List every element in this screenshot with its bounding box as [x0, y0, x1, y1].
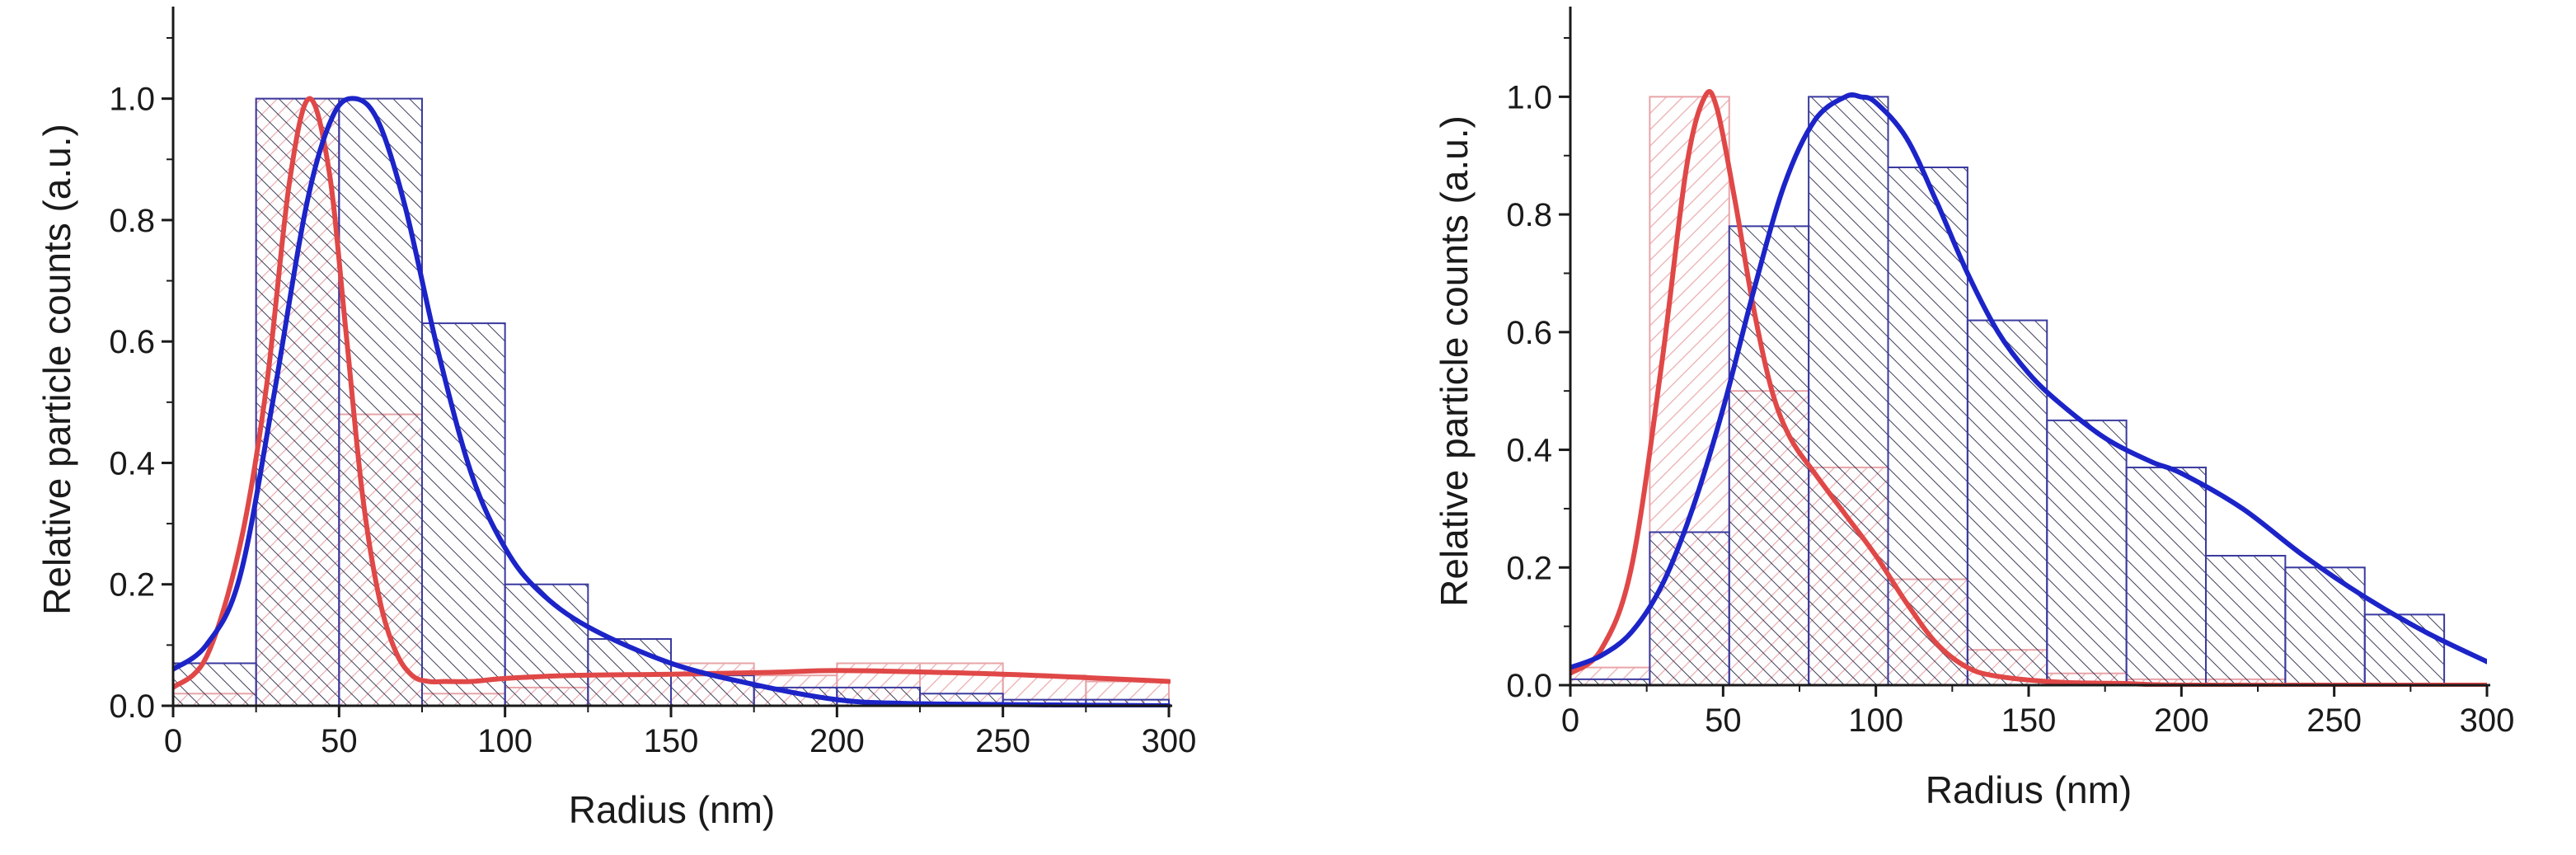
x-tick-label: 0 [164, 723, 182, 759]
x-tick-label: 200 [809, 723, 865, 759]
x-tick-label: 200 [2154, 702, 2209, 739]
x-tick-label: 150 [644, 723, 699, 759]
left-fit-curves [173, 96, 1171, 707]
x-tick-label: 0 [1561, 702, 1579, 739]
red-fit-curve [1570, 89, 2487, 687]
blue-histogram-bar [504, 583, 589, 707]
red-fit-curve [173, 96, 1171, 690]
blue-histogram-bar [173, 662, 257, 707]
blue-histogram-bar [255, 97, 340, 707]
right-histogram-bars [1570, 96, 2446, 687]
y-tick-label: 0.4 [1506, 433, 1552, 469]
y-tick-label: 0.8 [1506, 197, 1552, 233]
blue-histogram-bar [1966, 319, 2048, 686]
blue-histogram-bar [2046, 419, 2128, 686]
left-ticks: 0 50 100 150 200 250 300 0.0 0.2 0.4 0.6 0.8 1.0 [109, 37, 1197, 759]
right-chart-panel: 0 50 100 150 200 250 300 0.0 0.2 0.4 0.6 0.8 1.0 Rad… [1433, 7, 2514, 811]
blue-histogram-bar [2284, 566, 2366, 686]
right-ticks: 0 50 100 150 200 250 300 0.0 0.2 0.4 0.6 0.8 1.0 [1506, 37, 2515, 739]
x-tick-label: 100 [1848, 702, 1903, 739]
y-tick-label: 0.4 [109, 445, 155, 482]
y-tick-label: 0.2 [109, 567, 155, 604]
y-tick-label: 1.0 [109, 82, 155, 118]
y-tick-label: 0.0 [109, 688, 155, 725]
right-x-axis-title: Radius (nm) [1926, 768, 2133, 811]
blue-histogram-bar [2204, 555, 2287, 686]
blue-fit-curve [1570, 92, 2487, 670]
y-tick-label: 0.8 [109, 203, 155, 239]
x-tick-label: 300 [1142, 723, 1197, 759]
blue-fit-curve [173, 96, 1171, 707]
blue-histogram-bar [2125, 466, 2207, 686]
y-tick-label: 0.0 [1506, 668, 1552, 704]
left-histogram-bars [173, 97, 1171, 707]
right-y-axis-title: Relative particle counts (a.u.) [1433, 115, 1476, 607]
y-tick-label: 0.2 [1506, 550, 1552, 586]
left-x-axis-title: Radius (nm) [569, 788, 776, 831]
x-tick-label: 100 [477, 723, 533, 759]
x-tick-label: 150 [2001, 702, 2057, 739]
y-tick-label: 0.6 [1506, 315, 1552, 351]
left-chart-panel: 0 50 100 150 200 250 300 0.0 0.2 0.4 0.6 0.8 1.0 Rad… [35, 7, 1196, 831]
x-tick-label: 250 [2306, 702, 2362, 739]
right-fit-curves [1570, 89, 2487, 687]
x-tick-label: 300 [2460, 702, 2515, 739]
blue-histogram-bar [1728, 225, 1810, 686]
blue-histogram-bar [1808, 96, 1889, 686]
blue-histogram-bar [421, 322, 506, 707]
left-y-axis-title: Relative particle counts (a.u.) [35, 124, 78, 615]
x-tick-label: 50 [1705, 702, 1742, 739]
blue-histogram-bar [1649, 531, 1730, 686]
x-tick-label: 250 [975, 723, 1030, 759]
y-tick-label: 0.6 [109, 324, 155, 360]
x-tick-label: 50 [321, 723, 358, 759]
blue-histogram-bar [2363, 613, 2446, 687]
y-tick-label: 1.0 [1506, 79, 1552, 115]
